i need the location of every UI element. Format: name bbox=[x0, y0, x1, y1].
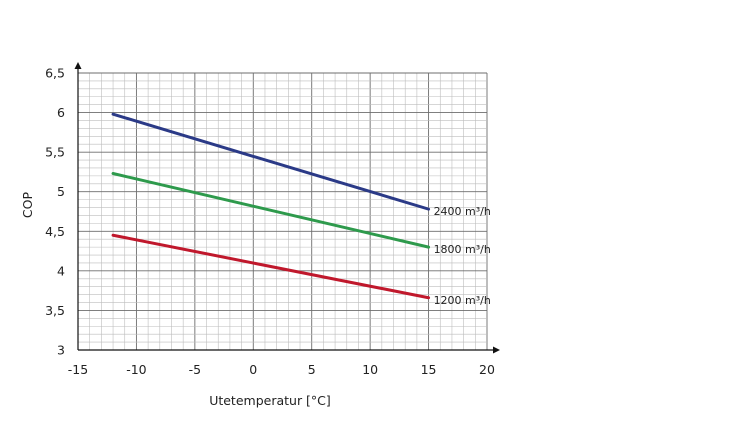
series-line bbox=[111, 112, 431, 211]
x-tick-label: 20 bbox=[479, 362, 495, 377]
x-tick-label: -5 bbox=[189, 362, 201, 377]
y-tick-label: 4 bbox=[57, 263, 65, 278]
x-axis-title: Utetemperatur [°C] bbox=[209, 393, 331, 408]
x-axis-arrow bbox=[493, 346, 500, 354]
series-line bbox=[111, 172, 431, 249]
axes bbox=[74, 62, 500, 354]
grid bbox=[77, 72, 488, 351]
series-label: 1800 m³/h bbox=[434, 243, 491, 256]
x-tick-label: 5 bbox=[308, 362, 316, 377]
series-label: 2400 m³/h bbox=[434, 205, 491, 218]
y-axis-title: COP bbox=[20, 191, 35, 218]
y-tick-label: 5 bbox=[57, 184, 65, 199]
x-tick-label: 10 bbox=[362, 362, 378, 377]
y-tick-label: 4,5 bbox=[45, 224, 65, 239]
y-tick-label: 3,5 bbox=[45, 303, 65, 318]
y-axis-arrow bbox=[74, 62, 82, 69]
y-tick-label: 6 bbox=[57, 105, 65, 120]
x-tick-label: 15 bbox=[421, 362, 437, 377]
series-line bbox=[111, 233, 431, 300]
series-group bbox=[111, 112, 431, 300]
x-tick-label: -15 bbox=[68, 362, 88, 377]
y-tick-label: 3 bbox=[57, 343, 65, 358]
labels-group: -15 -10 -5 0 5 10 15 20 3 3,5 4 4,5 5 5,5 6 6,5 2400 m³/… bbox=[45, 66, 495, 378]
series-label: 1200 m³/h bbox=[434, 294, 491, 307]
y-tick-label: 5,5 bbox=[45, 145, 65, 160]
x-tick-label: 0 bbox=[249, 362, 257, 377]
y-tick-label: 6,5 bbox=[45, 66, 65, 81]
x-tick-label: -10 bbox=[126, 362, 146, 377]
